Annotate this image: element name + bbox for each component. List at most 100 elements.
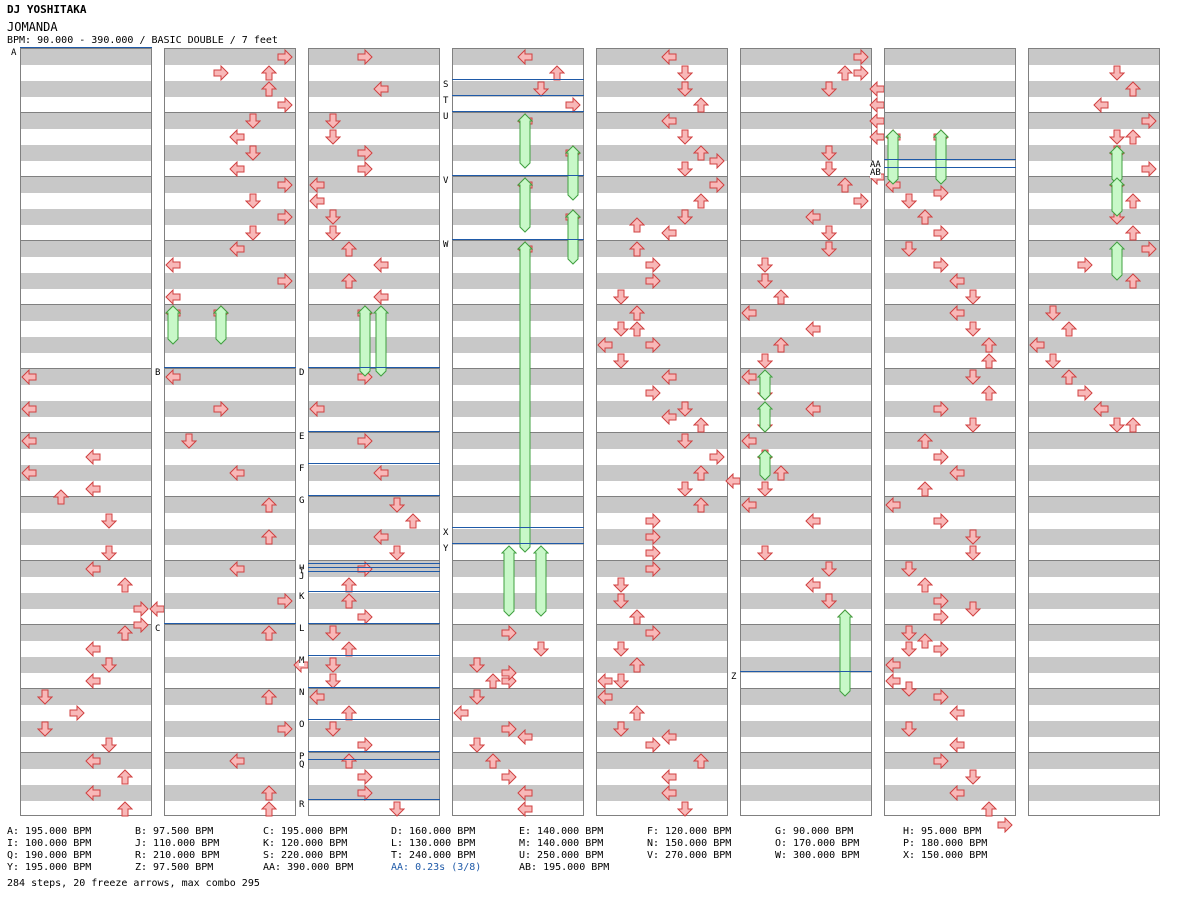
- freeze-arrow: [372, 305, 390, 377]
- bpm-legend-entry: Y: 195.000 BPM: [7, 862, 92, 873]
- bpm-marker-label: P: [299, 752, 305, 762]
- measure-line: [309, 176, 439, 177]
- measure-line: [885, 560, 1015, 561]
- bpm-change-line: [452, 95, 584, 96]
- down-arrow-icon: [324, 673, 342, 689]
- bpm-change-line: [308, 751, 440, 752]
- left-arrow-icon: [229, 560, 245, 578]
- freeze-arrow: [516, 113, 534, 169]
- down-arrow-icon: [964, 321, 982, 337]
- down-arrow-icon: [244, 145, 262, 161]
- measure-line: [21, 304, 151, 305]
- left-arrow-icon: [805, 208, 821, 226]
- left-arrow-icon: [309, 176, 325, 194]
- measure-line: [21, 240, 151, 241]
- chart-column-5: [596, 48, 741, 817]
- down-arrow-icon: [612, 641, 630, 657]
- up-arrow-icon: [116, 769, 134, 785]
- up-arrow-icon: [1124, 193, 1142, 209]
- down-arrow-icon: [756, 273, 774, 289]
- chart-column-8: [1028, 48, 1160, 816]
- left-arrow-icon: [885, 672, 901, 690]
- measure-line: [1029, 304, 1159, 305]
- measure-line: [597, 496, 727, 497]
- measure-line: [885, 624, 1015, 625]
- left-arrow-icon: [229, 752, 245, 770]
- up-arrow-icon: [260, 497, 278, 513]
- up-arrow-icon: [980, 801, 998, 817]
- down-arrow-icon: [100, 545, 118, 561]
- up-arrow-icon: [692, 497, 710, 513]
- up-arrow-icon: [1124, 273, 1142, 289]
- bpm-marker-label: Z: [731, 672, 737, 682]
- down-arrow-icon: [612, 721, 630, 737]
- measure-line: [1029, 368, 1159, 369]
- left-arrow-icon: [661, 224, 677, 242]
- measure-line: [597, 624, 727, 625]
- right-arrow-icon: [645, 384, 661, 402]
- left-arrow-icon: [373, 256, 389, 274]
- measure-line: [885, 176, 1015, 177]
- measure-line: [597, 240, 727, 241]
- up-arrow-icon: [628, 217, 646, 233]
- bpm-legend-entry: Z: 97.500 BPM: [135, 862, 214, 873]
- up-arrow-icon: [916, 481, 934, 497]
- right-arrow-icon: [277, 48, 293, 66]
- down-arrow-icon: [820, 561, 838, 577]
- down-arrow-icon: [900, 721, 918, 737]
- bpm-marker-label: V: [443, 176, 449, 186]
- left-arrow-icon: [741, 496, 757, 514]
- right-arrow-icon: [357, 560, 373, 578]
- up-arrow-icon: [116, 625, 134, 641]
- freeze-arrow: [516, 241, 534, 553]
- bpm-marker-label: E: [299, 432, 305, 442]
- up-arrow-icon: [340, 753, 358, 769]
- down-arrow-icon: [324, 657, 342, 673]
- measure-line: [885, 112, 1015, 113]
- up-arrow-icon: [772, 465, 790, 481]
- measure-line: [741, 304, 871, 305]
- bpm-legend-entry: Q: 190.000 BPM: [7, 850, 92, 861]
- bpm-change-line: [884, 167, 1016, 168]
- down-arrow-icon: [468, 657, 486, 673]
- bpm-marker-label: J: [299, 572, 305, 582]
- chart-column-2: [164, 48, 309, 817]
- bpm-change-line: [740, 671, 872, 672]
- left-arrow-icon: [85, 640, 101, 658]
- bpm-legend-entry: C: 195.000 BPM: [263, 826, 348, 837]
- measure-line: [453, 496, 583, 497]
- right-arrow-icon: [933, 512, 949, 530]
- bpm-legend-entry: P: 180.000 BPM: [903, 838, 988, 849]
- down-arrow-icon: [676, 801, 694, 817]
- up-arrow-icon: [692, 145, 710, 161]
- bpm-marker-label: Q: [299, 760, 305, 770]
- freeze-arrow: [212, 305, 230, 345]
- measure-line: [597, 432, 727, 433]
- left-arrow-icon: [21, 368, 37, 386]
- left-arrow-icon: [1029, 336, 1045, 354]
- left-arrow-icon: [309, 400, 325, 418]
- down-arrow-icon: [532, 81, 550, 97]
- right-arrow-icon: [1141, 240, 1157, 258]
- song-title: JOMANDA: [7, 20, 58, 34]
- down-arrow-icon: [388, 801, 406, 817]
- bpm-legend-entry: AB: 195.000 BPM: [519, 862, 610, 873]
- bpm-legend-entry: I: 100.000 BPM: [7, 838, 92, 849]
- measure-line: [597, 368, 727, 369]
- down-arrow-icon: [676, 401, 694, 417]
- measure-line: [309, 368, 439, 369]
- up-arrow-icon: [116, 577, 134, 593]
- left-arrow-icon: [597, 672, 613, 690]
- right-arrow-icon: [933, 640, 949, 658]
- measure-line: [741, 624, 871, 625]
- up-arrow-icon: [772, 289, 790, 305]
- down-arrow-icon: [244, 193, 262, 209]
- down-arrow-icon: [612, 353, 630, 369]
- measure-line: [597, 752, 727, 753]
- bpm-change-line: [452, 239, 584, 240]
- left-arrow-icon: [741, 368, 757, 386]
- measure-line: [309, 752, 439, 753]
- measure-line: [21, 368, 151, 369]
- down-arrow-icon: [964, 417, 982, 433]
- up-arrow-icon: [260, 625, 278, 641]
